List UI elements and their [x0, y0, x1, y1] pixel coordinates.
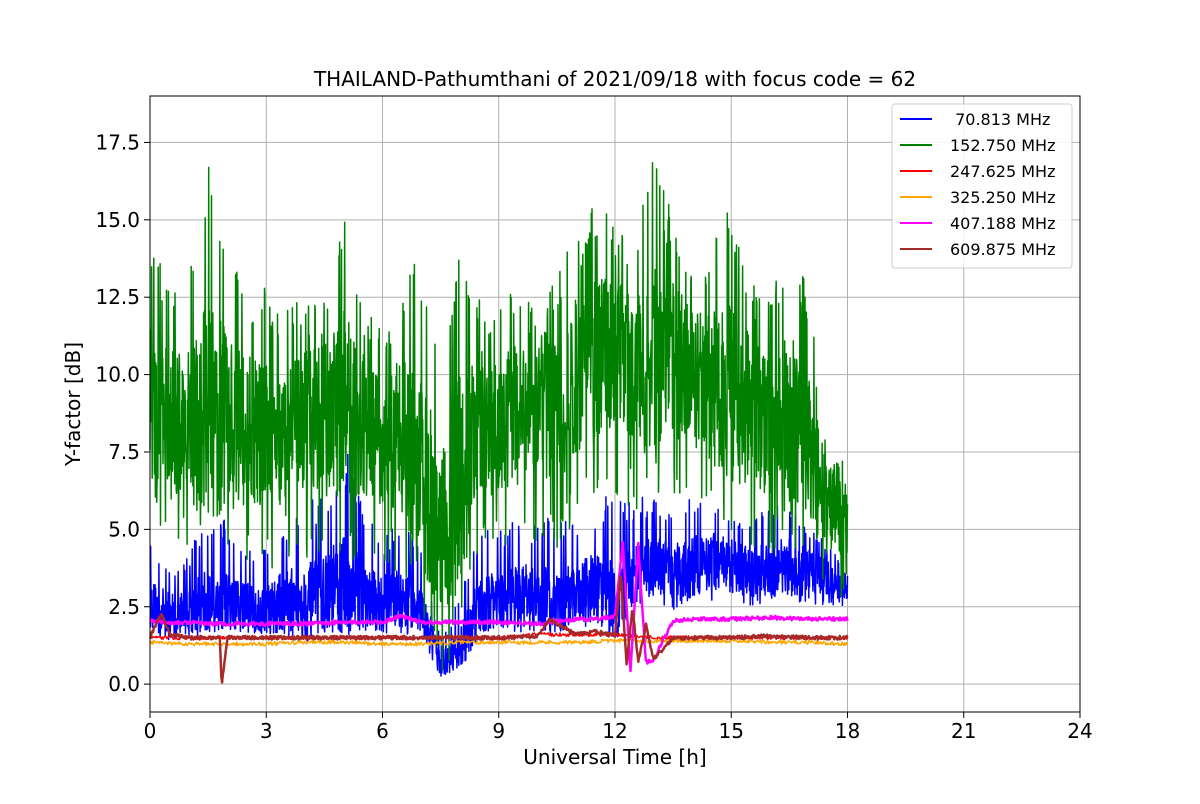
x-tick-label: 0	[144, 719, 157, 743]
legend-label: 247.625 MHz	[950, 162, 1055, 181]
legend-label: 152.750 MHz	[950, 136, 1055, 155]
x-tick-label: 9	[492, 719, 505, 743]
legend-label: 407.188 MHz	[950, 214, 1055, 233]
series-line-407-188-mhz	[149, 540, 849, 673]
y-tick-label: 7.5	[108, 440, 140, 464]
y-tick-label: 17.5	[95, 130, 140, 154]
y-axis-label: Y-factor [dB]	[61, 342, 85, 467]
y-tick-label: 10.0	[95, 363, 140, 387]
tick-layer: 0 3 6 9 12 15 18 21 24 0.0 2.5 5.0 7.5 10.0 12.5 15.0 17…	[95, 130, 1092, 743]
y-tick-label: 15.0	[95, 208, 140, 232]
x-tick-label: 15	[719, 719, 744, 743]
x-tick-label: 21	[951, 719, 976, 743]
series-layer	[148, 162, 849, 684]
y-tick-label: 0.0	[108, 672, 140, 696]
x-tick-label: 18	[835, 719, 860, 743]
x-tick-label: 3	[260, 719, 273, 743]
chart-title: THAILAND-Pathumthani of 2021/09/18 with …	[313, 67, 916, 91]
legend-label: 70.813 MHz	[950, 110, 1050, 129]
legend-label: 609.875 MHz	[950, 240, 1055, 259]
x-tick-label: 24	[1067, 719, 1092, 743]
x-tick-label: 12	[602, 719, 627, 743]
series-line-325-250-mhz	[149, 638, 849, 647]
series-line-609-875-mhz	[148, 575, 849, 684]
x-axis-label: Universal Time [h]	[523, 745, 706, 769]
y-tick-label: 5.0	[108, 517, 140, 541]
series-line-70-813-mhz	[149, 453, 849, 677]
series-line-152-750-mhz	[149, 162, 849, 672]
y-tick-label: 2.5	[108, 595, 140, 619]
legend: 70.813 MHz 152.750 MHz 247.625 MHz 325.250 …	[891, 103, 1073, 269]
legend-box	[891, 103, 1073, 269]
legend-label: 325.250 MHz	[950, 188, 1055, 207]
x-tick-label: 6	[376, 719, 389, 743]
y-tick-label: 12.5	[95, 285, 140, 309]
